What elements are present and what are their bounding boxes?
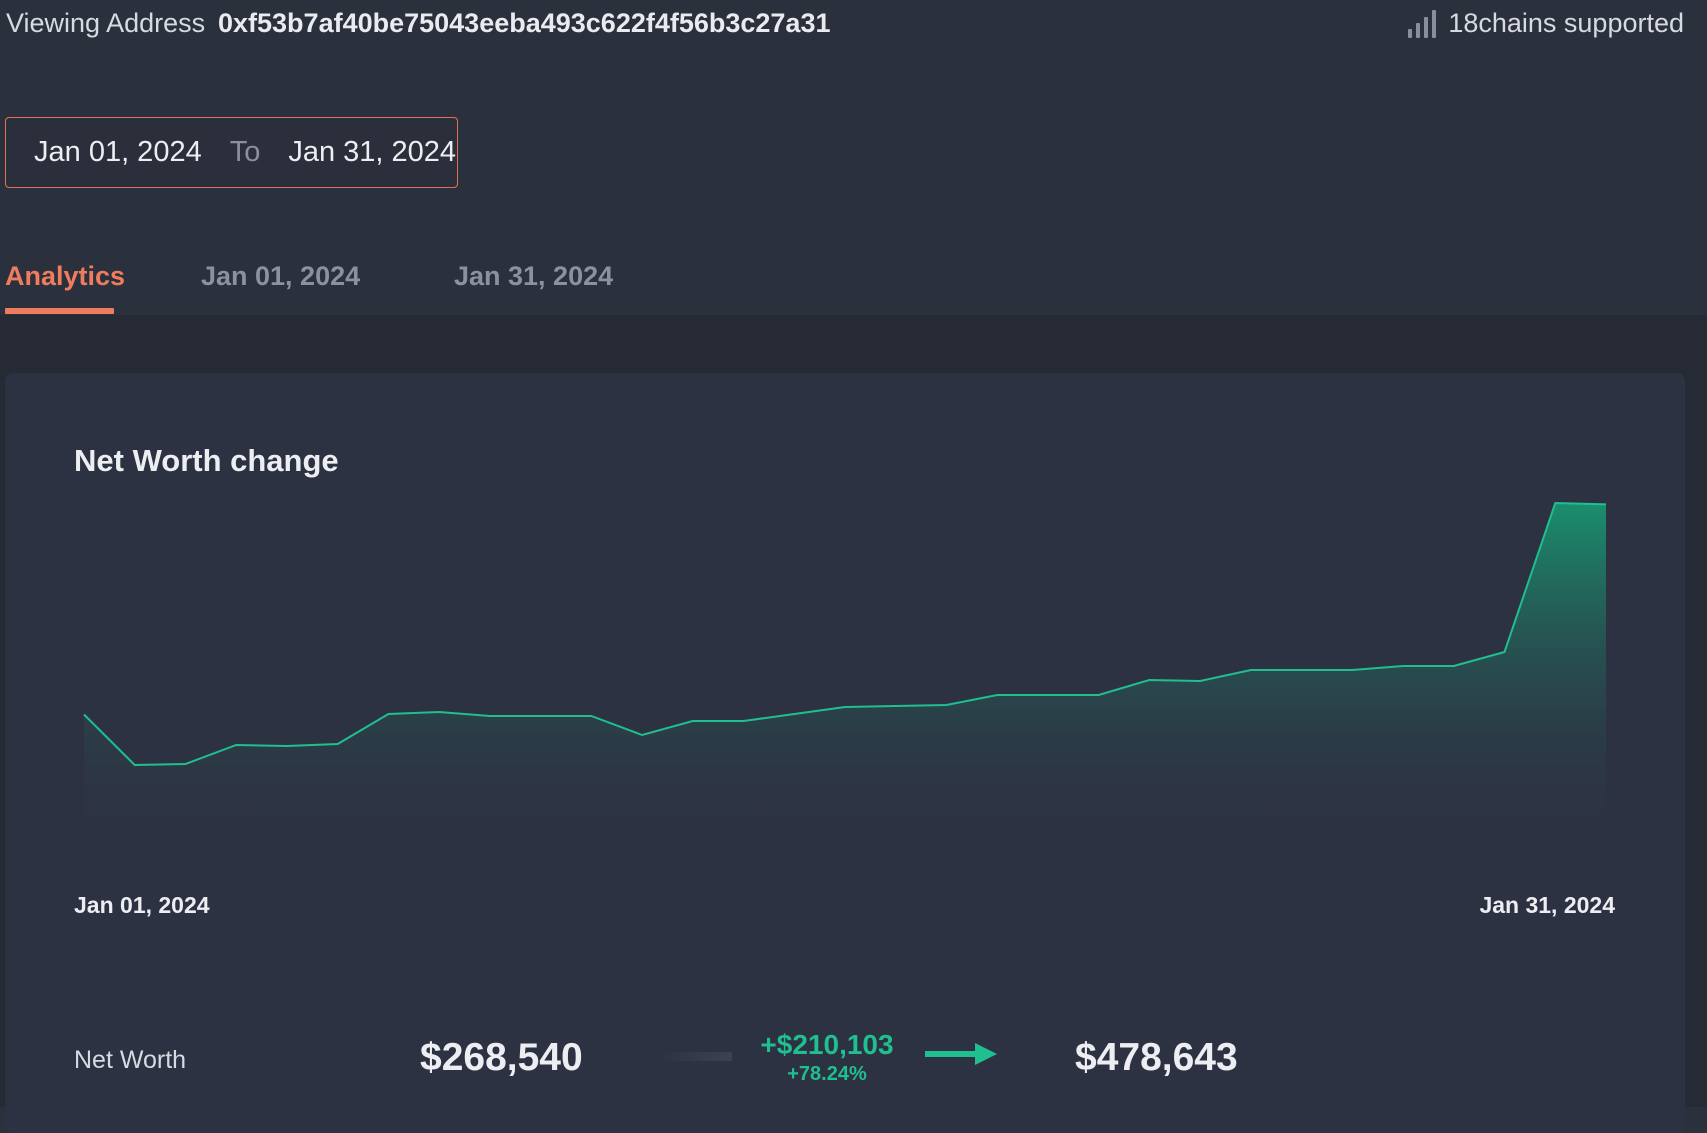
arrow-right-icon (925, 1043, 997, 1065)
net-worth-start-value: $268,540 (420, 1036, 583, 1079)
data-point-jan-15[interactable] (788, 708, 800, 720)
net-worth-change-percent: +78.24% (787, 1063, 867, 1085)
date-range-separator: To (229, 136, 261, 168)
data-point-jan-25[interactable] (1296, 664, 1308, 676)
chains-supported[interactable]: 18chains supported (1408, 8, 1684, 39)
card-title: Net Worth change (74, 443, 339, 478)
data-point-jan-08[interactable] (433, 706, 445, 718)
data-point-jan-19[interactable] (991, 689, 1003, 701)
data-point-jan-03[interactable] (179, 758, 191, 770)
x-tick-start: Jan 01, 2024 (74, 892, 210, 918)
signal-bars-icon (1408, 9, 1437, 38)
net-worth-chart (78, 497, 1612, 848)
data-point-jan-04[interactable] (230, 739, 242, 751)
data-point-jan-31[interactable] (1600, 498, 1612, 510)
data-point-jan-22[interactable] (1143, 674, 1155, 686)
data-point-jan-11[interactable] (585, 710, 597, 722)
active-tab-indicator (5, 308, 114, 314)
data-point-jan-09[interactable] (484, 710, 496, 722)
net-worth-change: +$210,103 +78.24% (757, 1029, 897, 1087)
data-point-jan-29[interactable] (1499, 646, 1511, 658)
tab-start-date[interactable]: Jan 01, 2024 (201, 261, 361, 291)
data-point-jan-12[interactable] (636, 729, 648, 741)
data-point-jan-20[interactable] (1042, 689, 1054, 701)
data-point-jan-06[interactable] (332, 738, 344, 750)
data-point-jan-23[interactable] (1194, 675, 1206, 687)
x-tick-end: Jan 31, 2024 (1479, 892, 1615, 918)
date-range-start[interactable]: Jan 01, 2024 (34, 136, 202, 168)
date-range-picker[interactable]: Jan 01, 2024 To Jan 31, 2024 (5, 117, 458, 188)
data-point-jan-14[interactable] (738, 715, 750, 727)
data-point-jan-28[interactable] (1448, 660, 1460, 672)
data-point-jan-26[interactable] (1346, 664, 1358, 676)
data-point-jan-30[interactable] (1549, 497, 1561, 509)
net-worth-connector (660, 1052, 732, 1061)
net-worth-area (84, 503, 1606, 848)
data-point-jan-10[interactable] (535, 710, 547, 722)
data-point-jan-24[interactable] (1245, 664, 1257, 676)
tab-end-date[interactable]: Jan 31, 2024 (454, 261, 614, 291)
data-point-jan-17[interactable] (890, 700, 902, 712)
wallet-address[interactable]: 0xf53b7af40be75043eeba493c622f4f56b3c27a… (218, 8, 831, 38)
tab-analytics[interactable]: Analytics (5, 261, 126, 291)
data-point-jan-16[interactable] (839, 701, 851, 713)
data-point-jan-27[interactable] (1397, 660, 1409, 672)
tab-bar: Analytics Jan 01, 2024 Jan 31, 2024 (0, 255, 1707, 315)
top-bar: Viewing Address 0xf53b7af40be75043eeba49… (0, 0, 1707, 56)
net-worth-card: Net Worth change Jan 01, 2024 Jan 31, 20… (5, 373, 1685, 1133)
data-point-jan-13[interactable] (687, 715, 699, 727)
data-point-jan-18[interactable] (940, 699, 952, 711)
net-worth-end-value: $478,643 (1075, 1036, 1238, 1079)
data-point-jan-07[interactable] (382, 708, 394, 720)
net-worth-label: Net Worth (74, 1046, 187, 1074)
data-point-jan-02[interactable] (129, 759, 141, 771)
data-point-jan-05[interactable] (281, 740, 293, 752)
viewing-address-label: Viewing Address (6, 8, 206, 38)
data-point-jan-21[interactable] (1093, 689, 1105, 701)
net-worth-line (83, 501, 1607, 767)
chains-supported-text: 18chains supported (1448, 8, 1684, 38)
date-range-end[interactable]: Jan 31, 2024 (288, 136, 457, 168)
data-point-jan-01[interactable] (78, 708, 90, 720)
net-worth-change-amount: +$210,103 (760, 1029, 894, 1060)
